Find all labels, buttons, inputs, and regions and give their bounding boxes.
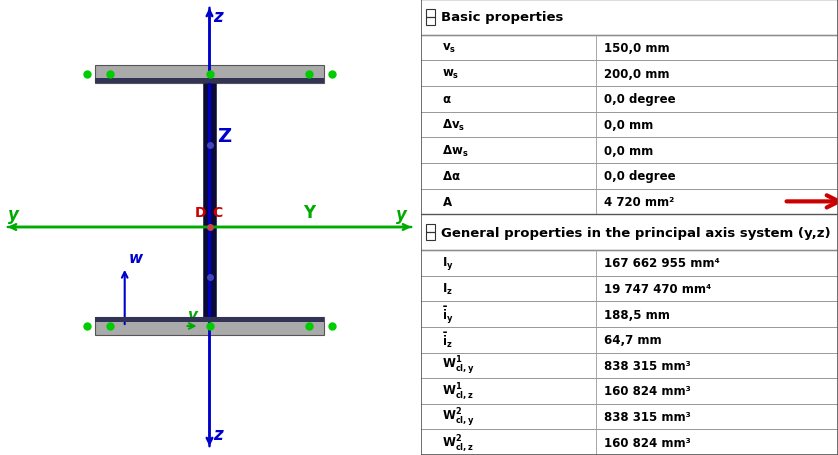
Text: $\mathbf{w_s}$: $\mathbf{w_s}$ [442, 68, 459, 81]
Text: Y: Y [303, 203, 315, 222]
Text: 160 824 mm³: 160 824 mm³ [604, 384, 691, 398]
Bar [426, 225, 435, 241]
Text: $\mathbf{W^2_{cl,z}}$: $\mathbf{W^2_{cl,z}}$ [442, 432, 473, 453]
Text: General properties in the principal axis system (y,z): General properties in the principal axis… [441, 226, 830, 239]
Text: $\mathbf{W^1_{cl,y}}$: $\mathbf{W^1_{cl,y}}$ [442, 354, 474, 377]
Bar [203, 84, 216, 317]
Text: $\mathbf{\alpha}$: $\mathbf{\alpha}$ [442, 93, 451, 106]
Text: z: z [214, 425, 223, 443]
Text: z: z [214, 8, 223, 26]
Text: $\mathbf{W^1_{cl,z}}$: $\mathbf{W^1_{cl,z}}$ [442, 381, 473, 401]
Text: v: v [187, 307, 197, 322]
Text: 0,0 mm: 0,0 mm [604, 119, 654, 132]
Text: Basic properties: Basic properties [441, 11, 563, 25]
Bar [95, 317, 324, 335]
Text: C: C [213, 206, 223, 219]
Text: $\mathbf{W^2_{cl,y}}$: $\mathbf{W^2_{cl,y}}$ [442, 406, 474, 428]
Text: 0,0 mm: 0,0 mm [604, 144, 654, 157]
Bar [95, 317, 324, 323]
Text: Z: Z [218, 126, 231, 145]
Text: $\mathbf{v_s}$: $\mathbf{v_s}$ [442, 42, 456, 55]
Text: 19 747 470 mm⁴: 19 747 470 mm⁴ [604, 283, 711, 295]
Text: $\mathbf{\Delta w_s}$: $\mathbf{\Delta w_s}$ [442, 143, 468, 158]
Text: 200,0 mm: 200,0 mm [604, 68, 670, 81]
Text: 838 315 mm³: 838 315 mm³ [604, 410, 691, 423]
Text: $\mathbf{\bar{i}_y}$: $\mathbf{\bar{i}_y}$ [442, 304, 453, 325]
Text: 64,7 mm: 64,7 mm [604, 334, 662, 346]
Text: $\mathbf{A}$: $\mathbf{A}$ [442, 196, 453, 208]
Bar [95, 66, 324, 84]
Text: 838 315 mm³: 838 315 mm³ [604, 359, 691, 372]
Text: w: w [129, 250, 142, 265]
Text: 0,0 degree: 0,0 degree [604, 93, 676, 106]
Text: $\mathbf{\Delta\alpha}$: $\mathbf{\Delta\alpha}$ [442, 170, 460, 183]
Text: $\mathbf{I_z}$: $\mathbf{I_z}$ [442, 281, 453, 296]
Bar [95, 78, 324, 84]
Text: $\mathbf{I_y}$: $\mathbf{I_y}$ [442, 255, 453, 272]
Text: y: y [8, 206, 19, 223]
Text: 0,0 degree: 0,0 degree [604, 170, 676, 183]
Text: D: D [195, 206, 206, 219]
Text: 160 824 mm³: 160 824 mm³ [604, 436, 691, 449]
Text: 188,5 mm: 188,5 mm [604, 308, 670, 321]
Text: 4 720 mm²: 4 720 mm² [604, 196, 675, 208]
Text: $\mathbf{\Delta v_s}$: $\mathbf{\Delta v_s}$ [442, 118, 465, 133]
Text: 150,0 mm: 150,0 mm [604, 42, 670, 55]
Bar [426, 10, 435, 26]
Text: $\mathbf{\bar{i}_z}$: $\mathbf{\bar{i}_z}$ [442, 330, 452, 349]
Text: y: y [396, 206, 407, 223]
Text: 167 662 955 mm⁴: 167 662 955 mm⁴ [604, 257, 720, 270]
